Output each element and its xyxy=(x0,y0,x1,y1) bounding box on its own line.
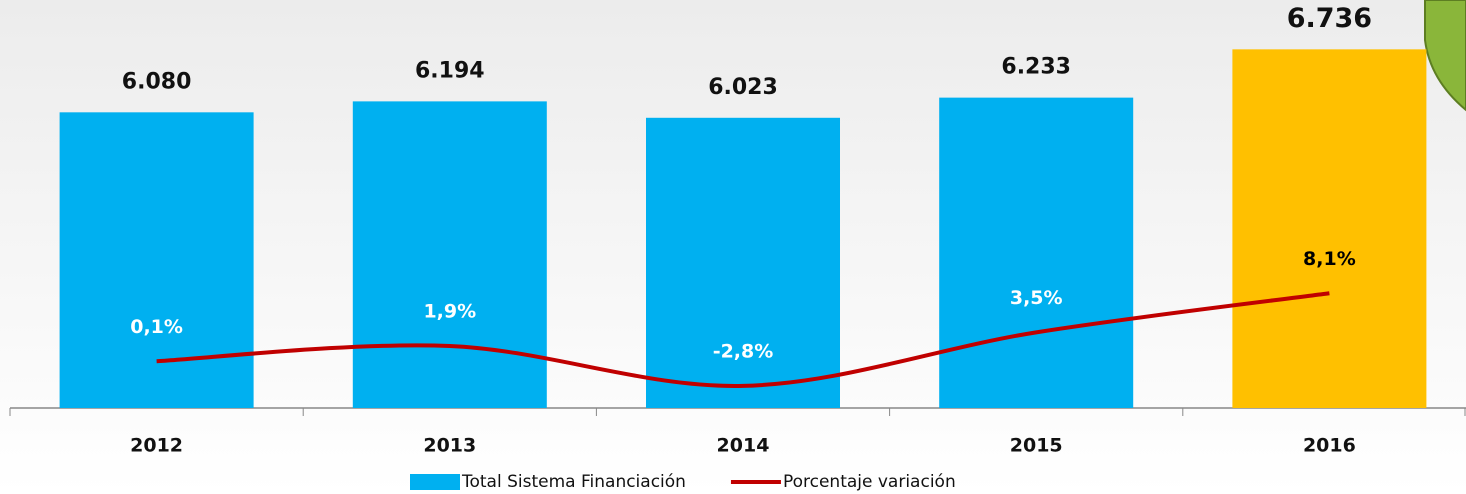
x-tick-label: 2015 xyxy=(1010,435,1063,457)
bar-value-label: 6.233 xyxy=(1001,55,1071,80)
chart: 2012 2013 2014 2015 2016 6.080 6.194 6.023 6.233… xyxy=(0,0,1466,494)
line-value-label: 0,1% xyxy=(130,316,183,338)
legend-swatch xyxy=(410,474,460,490)
bar-value-label: 6.023 xyxy=(708,75,778,100)
line-value-label: 3,5% xyxy=(1010,287,1063,309)
x-tick-label: 2012 xyxy=(130,435,183,457)
line-value-label: -2,8% xyxy=(713,340,774,362)
legend-label: Porcentaje variación xyxy=(783,472,956,492)
bar xyxy=(60,112,254,408)
bar-value-label: 6.736 xyxy=(1287,3,1372,34)
legend-label: Total Sistema Financiación xyxy=(461,472,686,492)
bar xyxy=(1232,49,1426,408)
x-tick-label: 2013 xyxy=(423,435,476,457)
bar xyxy=(646,118,840,408)
line-value-label: 8,1% xyxy=(1303,248,1356,270)
line-value-label: 1,9% xyxy=(423,300,476,322)
bar-value-label: 6.080 xyxy=(122,69,192,94)
bar-value-label: 6.194 xyxy=(415,58,485,83)
x-tick-label: 2016 xyxy=(1303,435,1356,457)
bar xyxy=(939,98,1133,408)
bar xyxy=(353,101,547,408)
x-tick-label: 2014 xyxy=(717,435,770,457)
